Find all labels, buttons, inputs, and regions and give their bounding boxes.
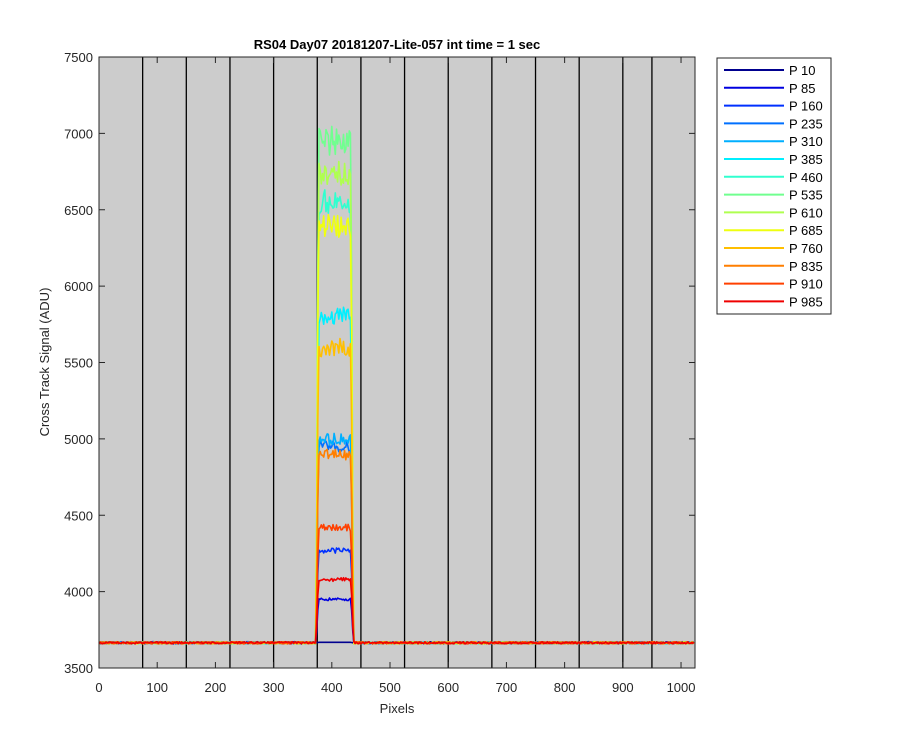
legend-label: P 835 [789,259,823,274]
legend-label: P 610 [789,205,823,220]
x-tick-label: 300 [263,680,285,695]
legend-label: P 535 [789,188,823,203]
legend-box [716,57,832,315]
legend-label: P 985 [789,294,823,309]
y-tick-label: 4500 [64,508,93,523]
y-tick-label: 5000 [64,432,93,447]
x-tick-label: 600 [437,680,459,695]
series-line [98,576,695,645]
y-axis-label: Cross Track Signal (ADU) [37,288,52,437]
legend-label: P 10 [789,63,816,78]
legend-label: P 310 [789,134,823,149]
legend-label: P 385 [789,152,823,167]
legend-label: P 910 [789,277,823,292]
y-axis-ticks: 3500 4000 4500 5000 5500 6000 6500 7000 7500 [64,50,695,676]
y-tick-label: 6500 [64,203,93,218]
chart-title: RS04 Day07 20181207-Lite-057 int time = … [254,37,541,52]
x-tick-label: 900 [612,680,634,695]
x-tick-label: 1000 [667,680,696,695]
legend: P 10 P 85 P 160 P 235 P 310 P 385 P 460 P 535 P … [716,57,832,315]
legend-label: P 160 [789,99,823,114]
y-tick-label: 4000 [64,585,93,600]
x-tick-label: 400 [321,680,343,695]
x-axis-ticks: 0 100 200 300 400 500 600 700 800 900 1000 [95,57,695,695]
x-tick-label: 100 [146,680,168,695]
y-tick-label: 7500 [64,50,93,65]
x-axis-label: Pixels [380,701,415,716]
legend-label: P 85 [789,81,816,96]
y-tick-label: 3500 [64,661,93,676]
legend-label: P 235 [789,116,823,131]
legend-label: P 760 [789,241,823,256]
series-lines [98,125,695,645]
y-tick-label: 6000 [64,279,93,294]
legend-label: P 685 [789,223,823,238]
legend-label: P 460 [789,170,823,185]
y-tick-label: 5500 [64,356,93,371]
plot-area [99,57,695,668]
x-tick-label: 500 [379,680,401,695]
x-tick-label: 0 [95,680,102,695]
x-tick-label: 200 [205,680,227,695]
x-tick-label: 700 [496,680,518,695]
x-tick-label: 800 [554,680,576,695]
y-tick-label: 7000 [64,126,93,141]
